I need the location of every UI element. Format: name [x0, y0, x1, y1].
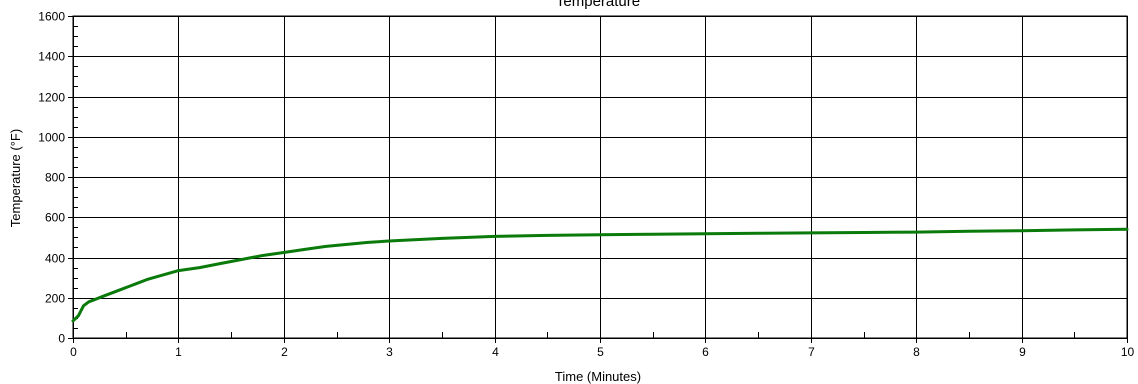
y-tick-label: 400 — [45, 252, 65, 266]
temperature-series-line — [71, 227, 1129, 323]
x-tick-label: 3 — [386, 345, 393, 359]
x-tick-label: 1 — [175, 345, 182, 359]
y-tick-label: 600 — [45, 211, 65, 225]
x-tick-label: 4 — [492, 345, 499, 359]
y-tick-label: 200 — [45, 292, 65, 306]
x-tick-label: 0 — [70, 345, 77, 359]
y-axis-label: Temperature (°F) — [8, 129, 23, 227]
y-tick-label: 1600 — [38, 10, 65, 24]
y-tick-label: 1000 — [38, 131, 65, 145]
x-tick-label: 2 — [281, 345, 288, 359]
x-tick-label: 10 — [1121, 345, 1135, 359]
x-axis-label: Time (Minutes) — [555, 369, 641, 384]
x-tick-label: 7 — [808, 345, 815, 359]
y-tick-label: 1200 — [38, 91, 65, 105]
y-tick-label: 800 — [45, 171, 65, 185]
y-tick-label: 1400 — [38, 50, 65, 64]
x-tick-label: 5 — [597, 345, 604, 359]
y-tick-label: 0 — [58, 332, 65, 346]
x-tick-label: 6 — [702, 345, 709, 359]
x-tick-label: 8 — [913, 345, 920, 359]
chart-title: Temperature — [556, 0, 640, 10]
x-tick-label: 9 — [1019, 345, 1026, 359]
